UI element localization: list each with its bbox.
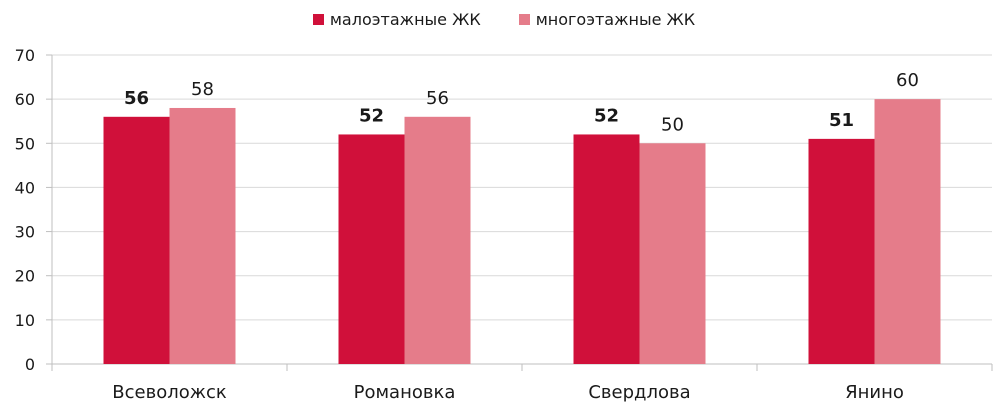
data-label-1-2: 50 [661, 114, 684, 135]
legend-item-low-rise: малоэтажные ЖК [312, 10, 481, 29]
data-label-0-2: 52 [594, 105, 619, 126]
legend-swatch-high-rise [518, 14, 530, 25]
legend: малоэтажные ЖК многоэтажные ЖК [0, 10, 1008, 29]
data-label-1-3: 60 [896, 70, 919, 91]
bar-1-3 [874, 99, 941, 365]
data-label-1-1: 56 [426, 88, 449, 109]
x-tick-label-1: Романовка [354, 382, 456, 403]
y-tick-label-70: 70 [15, 46, 35, 65]
y-tick-label-30: 30 [15, 223, 35, 242]
y-tick-label-10: 10 [15, 311, 35, 330]
y-tick-label-50: 50 [15, 134, 35, 153]
legend-swatch-low-rise [312, 14, 324, 25]
axes: 0 10 20 30 40 50 60 70 Всеволожск Романовка Свердл… [15, 46, 993, 403]
bar-1-0 [169, 107, 236, 364]
bar-0-2 [573, 134, 640, 364]
y-tick-label-40: 40 [15, 178, 35, 197]
legend-item-high-rise: многоэтажные ЖК [518, 10, 696, 29]
data-label-1-0: 58 [191, 79, 214, 100]
y-tick-label-0: 0 [25, 355, 35, 374]
bar-0-1 [338, 134, 405, 364]
legend-label-low-rise: малоэтажные ЖК [329, 10, 481, 29]
data-label-0-1: 52 [359, 105, 384, 126]
legend-label-high-rise: многоэтажные ЖК [535, 10, 696, 29]
y-tick-label-20: 20 [15, 267, 35, 286]
bar-1-2 [639, 143, 706, 364]
bar-1-1 [404, 116, 471, 364]
data-label-0-0: 56 [124, 88, 149, 109]
bar-0-0 [103, 116, 170, 364]
data-labels: 56 58 52 56 52 50 51 60 [124, 70, 919, 135]
data-label-0-3: 51 [829, 110, 854, 131]
x-tick-label-2: Свердлова [588, 382, 690, 403]
bar-0-3 [808, 138, 875, 364]
bars [103, 99, 941, 365]
y-tick-label-60: 60 [15, 90, 35, 109]
x-tick-label-3: Янино [845, 382, 904, 403]
x-tick-label-0: Всеволожск [112, 382, 227, 403]
